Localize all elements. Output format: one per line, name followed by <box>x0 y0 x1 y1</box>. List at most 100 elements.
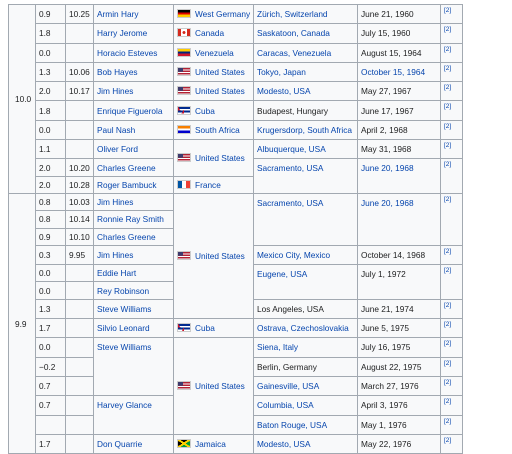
location[interactable]: Modesto, USA <box>257 86 311 97</box>
athlete[interactable]: Steve Williams <box>97 303 152 314</box>
athlete[interactable]: Bob Hayes <box>97 67 138 78</box>
athlete[interactable]: Jim Hines <box>97 197 134 208</box>
ref[interactable]: [2] <box>444 26 452 34</box>
location[interactable]: Siena, Italy <box>257 342 299 353</box>
country[interactable]: United States <box>195 251 245 261</box>
ref[interactable]: [2] <box>444 301 452 309</box>
ref[interactable]: [2] <box>444 142 452 150</box>
ref[interactable]: [2] <box>444 340 452 348</box>
date-cell: June 20, 1968 <box>357 192 441 246</box>
wind-cell: 2.0 <box>35 175 66 194</box>
ref[interactable]: [2] <box>444 84 452 92</box>
location[interactable]: Caracas, Venezuela <box>257 47 332 58</box>
ref[interactable]: [2] <box>444 359 452 367</box>
athlete[interactable]: Harvey Glance <box>97 400 152 411</box>
location[interactable]: Columbia, USA <box>257 400 314 411</box>
ref[interactable]: [2] <box>444 161 452 169</box>
auto-cell <box>65 100 94 121</box>
country[interactable]: Canada <box>195 28 225 39</box>
ref[interactable]: [2] <box>444 247 452 255</box>
athlete[interactable]: Armin Hary <box>97 9 139 20</box>
ref-cell: [2] <box>440 244 463 266</box>
country[interactable]: United States <box>195 152 245 163</box>
wind-cell: 1.7 <box>35 433 66 454</box>
location[interactable]: Baton Rouge, USA <box>257 419 328 430</box>
flag-icon <box>177 28 191 38</box>
athlete[interactable]: Rey Robinson <box>97 285 150 296</box>
flag-icon <box>177 9 191 19</box>
ref[interactable]: [2] <box>444 7 452 14</box>
location[interactable]: Tokyo, Japan <box>257 67 306 78</box>
date[interactable]: June 20, 1968 <box>361 163 414 174</box>
date[interactable]: June 20, 1968 <box>361 197 414 208</box>
location[interactable]: Mexico City, Mexico <box>257 250 331 260</box>
location[interactable]: Saskatoon, Canada <box>257 28 330 39</box>
date: October 14, 1968 <box>361 250 426 260</box>
country[interactable]: France <box>195 179 221 190</box>
athlete[interactable]: Paul Nash <box>97 124 136 135</box>
location[interactable]: Sacramento, USA <box>257 163 324 174</box>
wind-cell: 1.8 <box>35 100 66 121</box>
athlete[interactable]: Jim Hines <box>97 250 134 260</box>
athlete[interactable]: Jim Hines <box>97 86 134 97</box>
ref[interactable]: [2] <box>444 378 452 386</box>
country[interactable]: United States <box>195 381 245 392</box>
athlete[interactable]: Eddie Hart <box>97 268 137 279</box>
location[interactable]: Ostrava, Czechoslovakia <box>257 323 349 334</box>
ref[interactable]: [2] <box>444 267 452 275</box>
country-cell: United States <box>173 192 254 320</box>
athlete[interactable]: Oliver Ford <box>97 144 139 155</box>
country[interactable]: Cuba <box>195 105 215 116</box>
athlete[interactable]: Ronnie Ray Smith <box>97 214 164 225</box>
ref[interactable]: [2] <box>444 103 452 111</box>
athlete[interactable]: Horacio Esteves <box>97 47 158 58</box>
athlete[interactable]: Don Quarrie <box>97 438 143 449</box>
wind: 0.8 <box>39 197 51 208</box>
wind: 1.7 <box>39 323 51 334</box>
athlete[interactable]: Silvio Leonard <box>97 323 150 334</box>
location-cell: Berlin, Germany <box>253 356 358 377</box>
location[interactable]: Gainesville, USA <box>257 381 320 392</box>
date-cell: June 5, 1975 <box>357 318 441 339</box>
wind-cell: 0.8 <box>35 210 66 229</box>
ref[interactable]: [2] <box>444 122 452 130</box>
country[interactable]: United States <box>195 86 245 97</box>
country[interactable]: West Germany <box>195 9 251 20</box>
table-body: 10.0 0.9 10.25 Armin Hary West Germany Zürich… <box>8 3 463 454</box>
location-cell: Zürich, Switzerland <box>253 3 358 25</box>
wind-cell: 0.7 <box>35 395 66 416</box>
athlete[interactable]: Enrique Figuerola <box>97 105 163 116</box>
athlete[interactable]: Roger Bambuck <box>97 179 157 190</box>
location-cell: Tokyo, Japan <box>253 61 358 83</box>
ref[interactable]: [2] <box>444 45 452 53</box>
country[interactable]: United States <box>195 67 245 78</box>
athlete[interactable]: Harry Jerome <box>97 28 148 39</box>
ref[interactable]: [2] <box>444 436 452 444</box>
table-row: 0.0 Horacio Esteves Venezuela Caracas, Vene… <box>9 42 463 63</box>
ref[interactable]: [2] <box>444 417 452 425</box>
location-cell: Siena, Italy <box>253 337 358 358</box>
location[interactable]: Modesto, USA <box>257 438 311 449</box>
country[interactable]: Cuba <box>195 323 215 334</box>
location[interactable]: Albuquerque, USA <box>257 144 326 155</box>
ref-cell: [2] <box>440 337 463 358</box>
ref[interactable]: [2] <box>444 195 452 203</box>
country[interactable]: Venezuela <box>195 47 234 58</box>
ref[interactable]: [2] <box>444 398 452 406</box>
date: August 15, 1964 <box>361 47 422 58</box>
athlete[interactable]: Steve Williams <box>97 342 152 353</box>
ref[interactable]: [2] <box>444 321 452 329</box>
ref-cell: [2] <box>440 139 463 160</box>
country[interactable]: South Africa <box>195 124 240 135</box>
table-row: 9.9 0.8 10.03 Jim Hines United States Sacrame… <box>8 192 463 454</box>
ref[interactable]: [2] <box>444 64 452 72</box>
location[interactable]: Zürich, Switzerland <box>257 9 328 20</box>
date[interactable]: October 15, 1964 <box>361 67 426 78</box>
athlete[interactable]: Charles Greene <box>97 162 156 173</box>
country[interactable]: Jamaica <box>195 438 226 449</box>
athlete[interactable]: Charles Greene <box>97 231 156 242</box>
location[interactable]: Sacramento, USA <box>257 197 324 208</box>
location[interactable]: Eugene, USA <box>257 269 308 280</box>
wind: 2.0 <box>39 179 51 190</box>
location[interactable]: Krugersdorp, South Africa <box>257 124 353 135</box>
